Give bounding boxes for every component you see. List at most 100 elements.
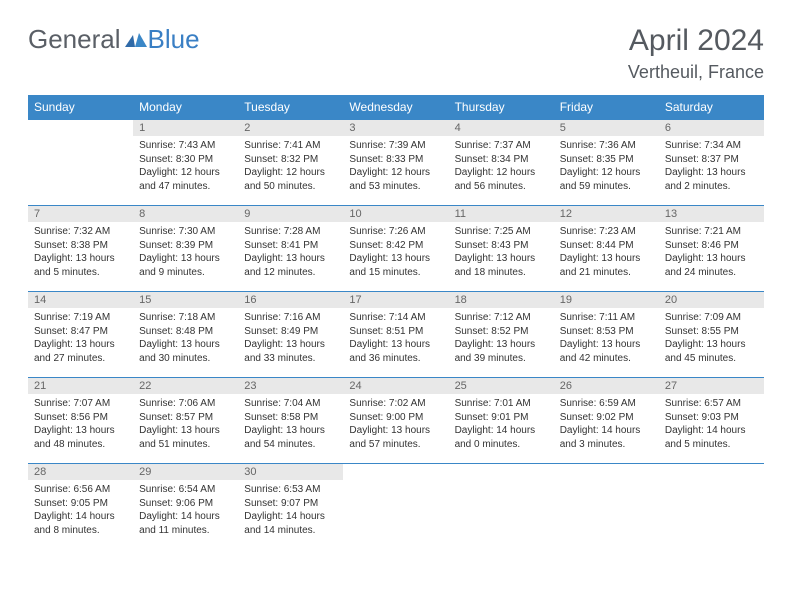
calendar-cell: 27Sunrise: 6:57 AMSunset: 9:03 PMDayligh… [659, 378, 764, 464]
title-block: April 2024 Vertheuil, France [628, 24, 764, 83]
day-content: Sunrise: 7:21 AMSunset: 8:46 PMDaylight:… [659, 222, 764, 283]
day-number: 13 [659, 206, 764, 222]
day-content: Sunrise: 6:53 AMSunset: 9:07 PMDaylight:… [238, 480, 343, 541]
day-daylight1: Daylight: 13 hours [139, 424, 232, 438]
day-sunset: Sunset: 8:33 PM [349, 153, 442, 167]
day-content: Sunrise: 7:09 AMSunset: 8:55 PMDaylight:… [659, 308, 764, 369]
day-daylight2: and 8 minutes. [34, 524, 127, 538]
day-sunrise: Sunrise: 6:54 AM [139, 483, 232, 497]
calendar-cell: 12Sunrise: 7:23 AMSunset: 8:44 PMDayligh… [554, 206, 659, 292]
calendar-row: 28Sunrise: 6:56 AMSunset: 9:05 PMDayligh… [28, 464, 764, 550]
calendar-cell: 19Sunrise: 7:11 AMSunset: 8:53 PMDayligh… [554, 292, 659, 378]
day-daylight1: Daylight: 14 hours [560, 424, 653, 438]
day-sunrise: Sunrise: 7:39 AM [349, 139, 442, 153]
day-content: Sunrise: 7:12 AMSunset: 8:52 PMDaylight:… [449, 308, 554, 369]
day-number: 29 [133, 464, 238, 480]
day-daylight1: Daylight: 13 hours [139, 338, 232, 352]
calendar-cell: 7Sunrise: 7:32 AMSunset: 8:38 PMDaylight… [28, 206, 133, 292]
weekday-header: Wednesday [343, 95, 448, 120]
day-content: Sunrise: 7:41 AMSunset: 8:32 PMDaylight:… [238, 136, 343, 197]
day-sunset: Sunset: 8:42 PM [349, 239, 442, 253]
day-number: 21 [28, 378, 133, 394]
day-sunset: Sunset: 9:03 PM [665, 411, 758, 425]
calendar-cell: 1Sunrise: 7:43 AMSunset: 8:30 PMDaylight… [133, 120, 238, 206]
day-daylight1: Daylight: 12 hours [560, 166, 653, 180]
day-content: Sunrise: 7:39 AMSunset: 8:33 PMDaylight:… [343, 136, 448, 197]
day-number: 17 [343, 292, 448, 308]
logo-text-1: General [28, 24, 121, 55]
day-sunset: Sunset: 8:51 PM [349, 325, 442, 339]
day-sunrise: Sunrise: 7:30 AM [139, 225, 232, 239]
weekday-header: Monday [133, 95, 238, 120]
day-daylight2: and 27 minutes. [34, 352, 127, 366]
day-sunset: Sunset: 8:47 PM [34, 325, 127, 339]
calendar-cell: 14Sunrise: 7:19 AMSunset: 8:47 PMDayligh… [28, 292, 133, 378]
day-sunrise: Sunrise: 7:21 AM [665, 225, 758, 239]
day-daylight2: and 54 minutes. [244, 438, 337, 452]
day-daylight1: Daylight: 13 hours [139, 252, 232, 266]
day-content: Sunrise: 7:37 AMSunset: 8:34 PMDaylight:… [449, 136, 554, 197]
day-number: 12 [554, 206, 659, 222]
calendar-row: 1Sunrise: 7:43 AMSunset: 8:30 PMDaylight… [28, 120, 764, 206]
day-daylight2: and 59 minutes. [560, 180, 653, 194]
day-sunset: Sunset: 9:05 PM [34, 497, 127, 511]
day-content: Sunrise: 7:32 AMSunset: 8:38 PMDaylight:… [28, 222, 133, 283]
calendar-cell: 28Sunrise: 6:56 AMSunset: 9:05 PMDayligh… [28, 464, 133, 550]
day-sunrise: Sunrise: 7:07 AM [34, 397, 127, 411]
day-daylight2: and 47 minutes. [139, 180, 232, 194]
day-sunrise: Sunrise: 7:25 AM [455, 225, 548, 239]
day-sunset: Sunset: 8:39 PM [139, 239, 232, 253]
weekday-header: Tuesday [238, 95, 343, 120]
day-daylight2: and 33 minutes. [244, 352, 337, 366]
day-daylight2: and 11 minutes. [139, 524, 232, 538]
day-daylight2: and 21 minutes. [560, 266, 653, 280]
calendar-cell: 21Sunrise: 7:07 AMSunset: 8:56 PMDayligh… [28, 378, 133, 464]
day-content: Sunrise: 7:11 AMSunset: 8:53 PMDaylight:… [554, 308, 659, 369]
day-content: Sunrise: 7:16 AMSunset: 8:49 PMDaylight:… [238, 308, 343, 369]
day-content: Sunrise: 7:25 AMSunset: 8:43 PMDaylight:… [449, 222, 554, 283]
day-sunrise: Sunrise: 7:23 AM [560, 225, 653, 239]
calendar-cell: 10Sunrise: 7:26 AMSunset: 8:42 PMDayligh… [343, 206, 448, 292]
day-daylight1: Daylight: 13 hours [455, 252, 548, 266]
day-daylight2: and 3 minutes. [560, 438, 653, 452]
day-sunrise: Sunrise: 7:32 AM [34, 225, 127, 239]
day-content: Sunrise: 7:04 AMSunset: 8:58 PMDaylight:… [238, 394, 343, 455]
day-daylight2: and 30 minutes. [139, 352, 232, 366]
day-sunrise: Sunrise: 7:02 AM [349, 397, 442, 411]
day-content: Sunrise: 6:59 AMSunset: 9:02 PMDaylight:… [554, 394, 659, 455]
location-label: Vertheuil, France [628, 62, 764, 83]
day-number: 3 [343, 120, 448, 136]
day-sunrise: Sunrise: 7:04 AM [244, 397, 337, 411]
day-number: 11 [449, 206, 554, 222]
day-sunset: Sunset: 8:52 PM [455, 325, 548, 339]
day-daylight2: and 50 minutes. [244, 180, 337, 194]
calendar-cell: 30Sunrise: 6:53 AMSunset: 9:07 PMDayligh… [238, 464, 343, 550]
day-sunrise: Sunrise: 6:57 AM [665, 397, 758, 411]
day-number: 18 [449, 292, 554, 308]
calendar-cell: 20Sunrise: 7:09 AMSunset: 8:55 PMDayligh… [659, 292, 764, 378]
day-daylight2: and 12 minutes. [244, 266, 337, 280]
day-content: Sunrise: 6:56 AMSunset: 9:05 PMDaylight:… [28, 480, 133, 541]
day-content: Sunrise: 7:19 AMSunset: 8:47 PMDaylight:… [28, 308, 133, 369]
day-sunrise: Sunrise: 7:09 AM [665, 311, 758, 325]
calendar-cell: 24Sunrise: 7:02 AMSunset: 9:00 PMDayligh… [343, 378, 448, 464]
day-number: 14 [28, 292, 133, 308]
calendar-cell [659, 464, 764, 550]
day-sunrise: Sunrise: 6:56 AM [34, 483, 127, 497]
calendar-cell: 6Sunrise: 7:34 AMSunset: 8:37 PMDaylight… [659, 120, 764, 206]
day-sunset: Sunset: 8:49 PM [244, 325, 337, 339]
day-daylight1: Daylight: 13 hours [244, 424, 337, 438]
day-sunset: Sunset: 8:37 PM [665, 153, 758, 167]
day-daylight1: Daylight: 13 hours [34, 338, 127, 352]
day-number: 25 [449, 378, 554, 394]
day-sunset: Sunset: 8:48 PM [139, 325, 232, 339]
day-number: 28 [28, 464, 133, 480]
day-daylight1: Daylight: 13 hours [349, 252, 442, 266]
calendar-cell: 15Sunrise: 7:18 AMSunset: 8:48 PMDayligh… [133, 292, 238, 378]
day-sunrise: Sunrise: 7:11 AM [560, 311, 653, 325]
calendar-row: 14Sunrise: 7:19 AMSunset: 8:47 PMDayligh… [28, 292, 764, 378]
day-number: 7 [28, 206, 133, 222]
day-sunrise: Sunrise: 7:26 AM [349, 225, 442, 239]
day-daylight2: and 14 minutes. [244, 524, 337, 538]
day-sunset: Sunset: 8:34 PM [455, 153, 548, 167]
